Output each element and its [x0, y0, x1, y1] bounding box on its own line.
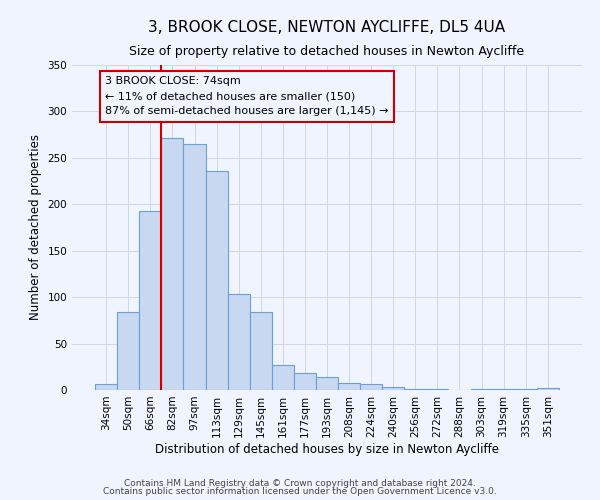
Text: Contains HM Land Registry data © Crown copyright and database right 2024.: Contains HM Land Registry data © Crown c… — [124, 478, 476, 488]
Bar — [95, 384, 117, 390]
Text: Size of property relative to detached houses in Newton Aycliffe: Size of property relative to detached ho… — [130, 45, 524, 58]
Bar — [161, 138, 184, 390]
Bar — [117, 312, 139, 390]
Text: Contains public sector information licensed under the Open Government Licence v3: Contains public sector information licen… — [103, 488, 497, 496]
Bar — [360, 384, 382, 390]
Text: 3 BROOK CLOSE: 74sqm
← 11% of detached houses are smaller (150)
87% of semi-deta: 3 BROOK CLOSE: 74sqm ← 11% of detached h… — [105, 76, 389, 116]
Bar — [404, 389, 427, 390]
Bar — [272, 365, 294, 390]
Bar — [338, 382, 360, 390]
Text: 3, BROOK CLOSE, NEWTON AYCLIFFE, DL5 4UA: 3, BROOK CLOSE, NEWTON AYCLIFFE, DL5 4UA — [148, 20, 506, 35]
Bar — [206, 171, 227, 390]
Bar — [493, 389, 515, 390]
Bar — [537, 388, 559, 390]
Bar — [294, 374, 316, 390]
Bar — [427, 389, 448, 390]
Bar — [227, 294, 250, 390]
Bar — [139, 211, 161, 390]
Bar — [382, 387, 404, 390]
Bar — [515, 389, 537, 390]
Bar — [250, 312, 272, 390]
Bar — [316, 377, 338, 390]
X-axis label: Distribution of detached houses by size in Newton Aycliffe: Distribution of detached houses by size … — [155, 442, 499, 456]
Bar — [470, 389, 493, 390]
Y-axis label: Number of detached properties: Number of detached properties — [29, 134, 42, 320]
Bar — [184, 144, 206, 390]
